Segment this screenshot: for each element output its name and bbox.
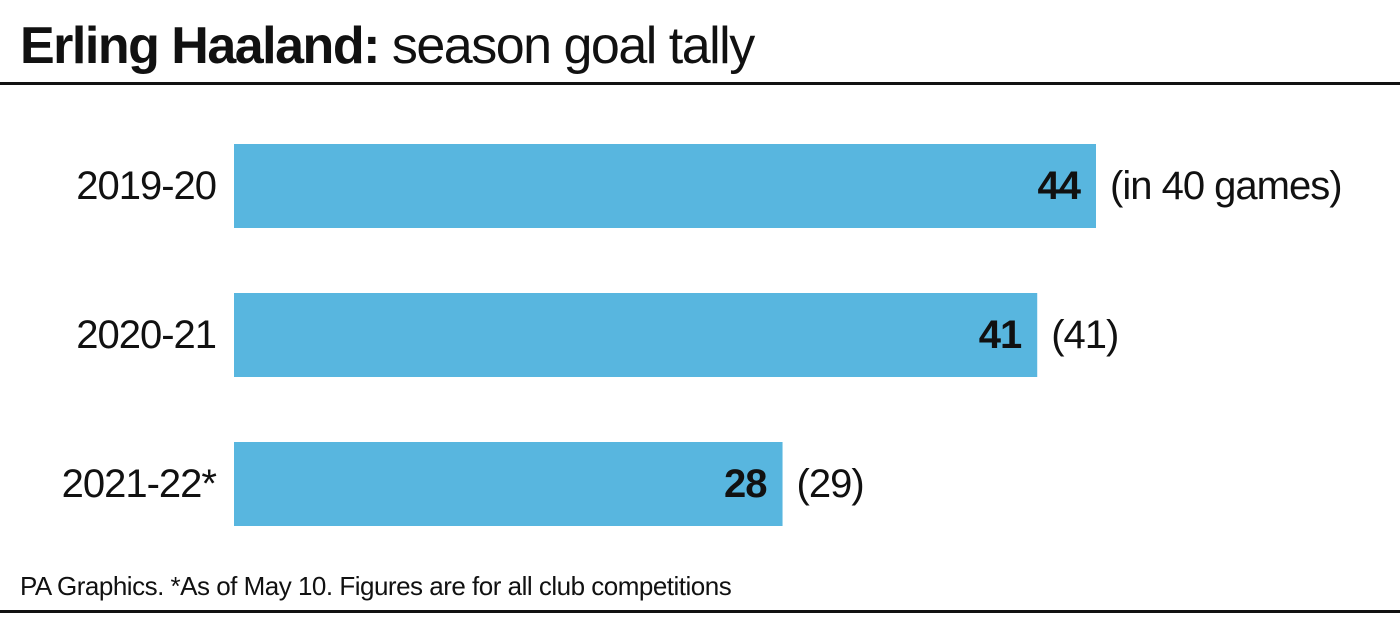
bar-201920 [234, 144, 1096, 228]
source-note: PA Graphics. *As of May 10. Figures are … [20, 571, 732, 601]
games-annotation: (41) [1051, 313, 1118, 357]
category-label: 2020-21 [76, 313, 216, 357]
bar-202122 [234, 442, 783, 526]
chart-title-light: season goal tally [391, 17, 755, 75]
chart-title: Erling Haaland: season goal tally [20, 12, 755, 80]
value-label: 44 [1038, 164, 1082, 208]
games-annotation: (in 40 games) [1110, 164, 1342, 208]
bar-202021 [234, 293, 1038, 377]
value-label: 28 [724, 462, 767, 506]
value-label: 41 [979, 313, 1022, 357]
games-annotation: (29) [797, 462, 864, 506]
bottom-divider [0, 610, 1400, 613]
chart-title-bold: Erling Haaland: [20, 17, 380, 75]
category-label: 2019-20 [76, 164, 216, 208]
category-label: 2021-22* [62, 462, 217, 506]
top-divider [0, 82, 1400, 85]
bar-chart: 2019-20 44 (in 40 games) 2020-21 41 (41) 2021-… [62, 144, 1343, 526]
